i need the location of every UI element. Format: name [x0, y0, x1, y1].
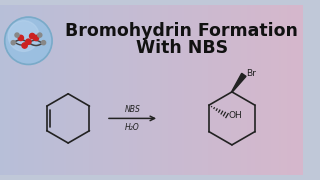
- Circle shape: [33, 35, 39, 40]
- Circle shape: [26, 39, 31, 44]
- Circle shape: [29, 33, 35, 39]
- Circle shape: [38, 33, 42, 37]
- Text: H₂O: H₂O: [125, 123, 140, 132]
- Text: NBS: NBS: [124, 105, 140, 114]
- Circle shape: [5, 17, 52, 64]
- Text: OH: OH: [229, 111, 243, 120]
- Circle shape: [18, 35, 23, 40]
- Circle shape: [42, 40, 46, 45]
- Circle shape: [8, 21, 39, 51]
- Circle shape: [22, 43, 27, 48]
- Text: With NBS: With NBS: [136, 39, 228, 57]
- Text: Br: Br: [246, 69, 256, 78]
- Circle shape: [15, 33, 19, 37]
- Text: Bromohydrin Formation: Bromohydrin Formation: [65, 22, 298, 40]
- Polygon shape: [232, 73, 246, 92]
- Circle shape: [11, 40, 15, 45]
